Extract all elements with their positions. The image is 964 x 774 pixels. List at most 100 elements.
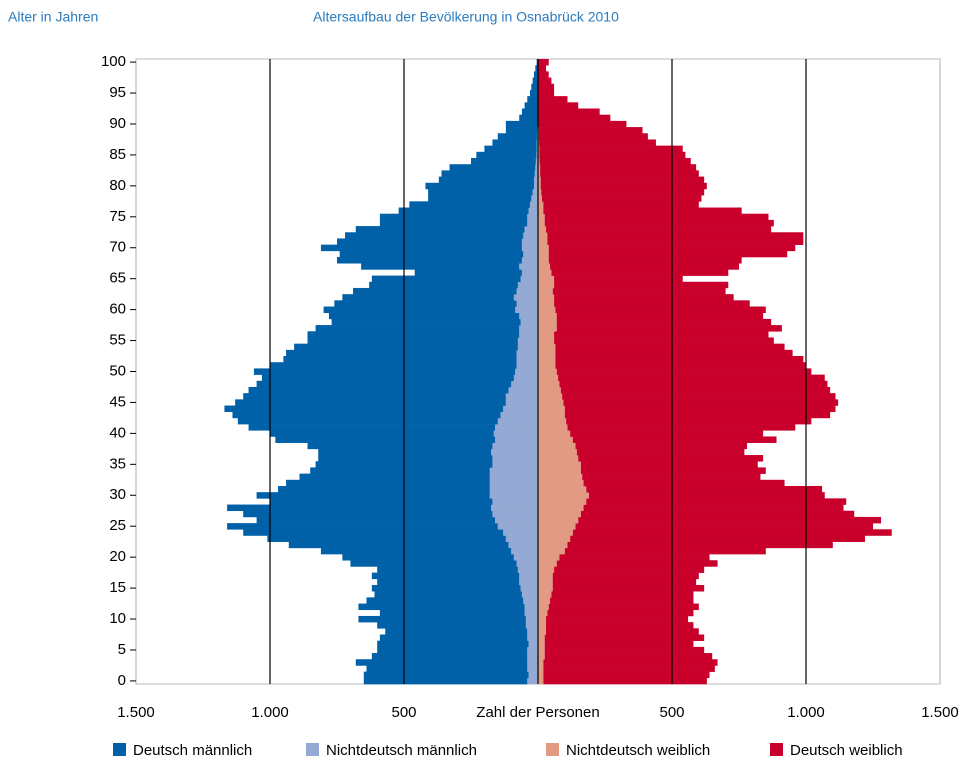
bar <box>257 381 512 387</box>
y-tick-label: 90 <box>109 115 126 132</box>
y-tick-label: 40 <box>109 424 126 441</box>
bar <box>385 628 527 634</box>
bar <box>555 307 765 313</box>
bar <box>538 653 545 659</box>
bar <box>364 678 527 684</box>
y-tick-label: 55 <box>109 332 126 349</box>
bar <box>538 406 565 412</box>
bar <box>586 498 846 504</box>
bar <box>428 195 531 201</box>
bar <box>538 566 554 572</box>
bar <box>545 641 694 647</box>
legend-label: Nichtdeutsch männlich <box>326 742 477 759</box>
bar <box>329 313 519 319</box>
bar <box>498 133 537 139</box>
bar <box>567 542 832 548</box>
bar <box>356 226 525 232</box>
bar <box>491 505 538 511</box>
bar <box>538 634 545 640</box>
bar <box>337 257 522 263</box>
bar <box>538 585 553 591</box>
bar <box>538 436 573 442</box>
bar <box>525 226 538 232</box>
bar <box>538 325 557 331</box>
bar <box>538 424 567 430</box>
bar <box>538 350 555 356</box>
bar <box>286 350 516 356</box>
bar <box>527 678 538 684</box>
x-tick-label: 1.500 <box>117 704 155 721</box>
bar <box>559 381 827 387</box>
bar <box>555 350 792 356</box>
bar <box>525 102 538 108</box>
bar <box>249 387 509 393</box>
bar <box>538 498 586 504</box>
bar <box>539 121 627 127</box>
bar <box>538 59 548 65</box>
bar <box>538 560 557 566</box>
bar <box>553 585 704 591</box>
bar <box>380 610 525 616</box>
bar <box>529 641 538 647</box>
bar <box>538 263 550 269</box>
bar <box>415 269 522 275</box>
bar <box>254 368 515 374</box>
bar <box>538 337 554 343</box>
bar <box>538 214 545 220</box>
bar <box>557 313 763 319</box>
bar <box>538 474 582 480</box>
bar <box>570 535 865 541</box>
bar <box>522 591 538 597</box>
bar <box>538 331 554 337</box>
bar <box>518 344 538 350</box>
bar <box>490 486 538 492</box>
bar <box>576 523 873 529</box>
bar <box>538 102 578 108</box>
bar <box>565 406 836 412</box>
bar <box>538 523 576 529</box>
bar <box>538 672 543 678</box>
bar <box>539 152 685 158</box>
bar <box>519 115 537 121</box>
bar <box>375 591 522 597</box>
bar <box>538 393 562 399</box>
bar <box>492 139 536 145</box>
bar <box>538 257 549 263</box>
bar <box>538 467 581 473</box>
bar <box>527 96 537 102</box>
bar <box>538 344 555 350</box>
bar <box>377 622 526 628</box>
bar <box>543 672 709 678</box>
bar <box>538 548 565 554</box>
bar <box>533 189 538 195</box>
bar <box>439 177 534 183</box>
bar <box>321 245 522 251</box>
bar <box>506 127 537 133</box>
bar <box>538 288 553 294</box>
bar <box>538 282 554 288</box>
y-tick-label: 10 <box>109 610 126 627</box>
bar <box>554 300 750 306</box>
bar <box>538 579 553 585</box>
bar <box>324 307 516 313</box>
bar <box>582 474 760 480</box>
bar <box>517 362 538 368</box>
bar <box>350 560 516 566</box>
bar <box>518 337 538 343</box>
bar <box>538 430 570 436</box>
bar <box>538 641 545 647</box>
bar <box>540 158 691 164</box>
bar <box>539 139 656 145</box>
bar <box>527 665 538 671</box>
bar <box>526 616 538 622</box>
bar <box>567 424 795 430</box>
bar <box>538 597 550 603</box>
bar <box>538 399 563 405</box>
bar <box>492 498 538 504</box>
bar <box>503 406 538 412</box>
bar <box>270 498 492 504</box>
x-tick-label: 500 <box>659 704 684 721</box>
bar <box>238 418 498 424</box>
y-tick-label: 25 <box>109 517 126 534</box>
bar <box>557 368 812 374</box>
